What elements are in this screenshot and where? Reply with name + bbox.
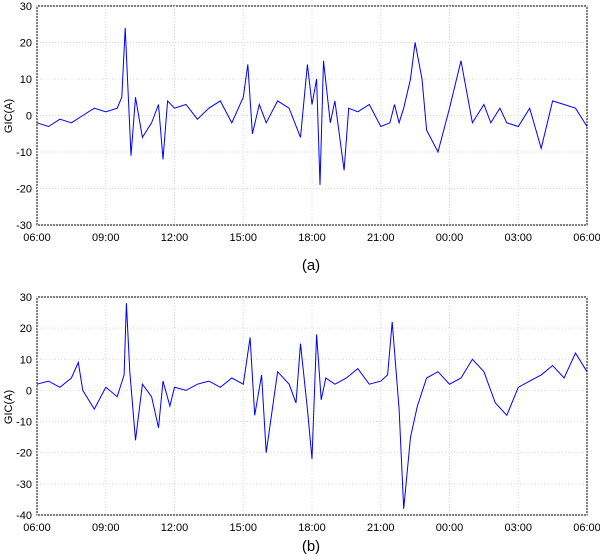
y-tick-label: 20	[20, 323, 32, 335]
x-tick-label: 21:00	[367, 522, 395, 534]
y-tick-label: 0	[26, 385, 32, 397]
y-tick-label: -40	[16, 510, 32, 522]
chart-a-series-line	[36, 27, 588, 185]
x-tick-label: 21:00	[367, 232, 395, 244]
y-tick-label: -30	[16, 220, 32, 232]
x-tick-label: 06:00	[23, 522, 51, 534]
x-tick-label: 18:00	[298, 522, 326, 534]
x-tick-label: 03:00	[504, 232, 532, 244]
chart-a-y-ticks: 30 20 10 0 -10 -20 -30	[16, 1, 32, 232]
chart-b-grid	[36, 296, 588, 516]
y-tick-label: -10	[16, 147, 32, 159]
y-tick-label: 10	[20, 74, 32, 86]
x-tick-label: 03:00	[504, 522, 532, 534]
x-tick-label: 00:00	[436, 232, 464, 244]
x-tick-label: 15:00	[229, 522, 257, 534]
y-tick-label: -20	[16, 448, 32, 460]
chart-b-y-ticks: 30 20 10 0 -10 -20 -30 -40	[16, 292, 32, 522]
y-tick-label: 10	[20, 354, 32, 366]
chart-a-caption: (a)	[302, 257, 320, 274]
y-tick-label: 30	[20, 292, 32, 304]
y-tick-label: -30	[16, 479, 32, 491]
x-tick-label: 12:00	[161, 232, 189, 244]
chart-a-y-axis-label: GIC(A)	[3, 99, 15, 133]
x-tick-label: 06:00	[573, 522, 600, 534]
y-tick-label: 0	[26, 111, 32, 123]
x-tick-label: 00:00	[436, 522, 464, 534]
chart-a-grid	[36, 5, 588, 226]
x-tick-label: 09:00	[92, 232, 120, 244]
chart-b: 30 20 10 0 -10 -20 -30 -40 06:00 09:00 12:00 15:00…	[3, 292, 600, 555]
x-tick-label: 06:00	[23, 232, 51, 244]
x-tick-label: 06:00	[573, 232, 600, 244]
y-tick-label: -20	[16, 184, 32, 196]
x-tick-label: 18:00	[298, 232, 326, 244]
chart-b-x-ticks: 06:00 09:00 12:00 15:00 18:00 21:00 00:00 03:00…	[23, 522, 600, 534]
y-tick-label: 30	[20, 1, 32, 13]
chart-b-series-line	[36, 303, 588, 509]
chart-a: 30 20 10 0 -10 -20 -30 06:00 09:00 12:00 15:00 18:…	[3, 1, 600, 274]
x-tick-label: 09:00	[92, 522, 120, 534]
x-tick-label: 12:00	[161, 522, 189, 534]
x-tick-label: 15:00	[229, 232, 257, 244]
chart-a-x-ticks: 06:00 09:00 12:00 15:00 18:00 21:00 00:00 03:00…	[23, 232, 600, 244]
chart-b-y-axis-label: GIC(A)	[3, 390, 15, 424]
y-tick-label: -10	[16, 417, 32, 429]
y-tick-label: 20	[20, 38, 32, 50]
chart-b-caption: (b)	[302, 538, 320, 555]
